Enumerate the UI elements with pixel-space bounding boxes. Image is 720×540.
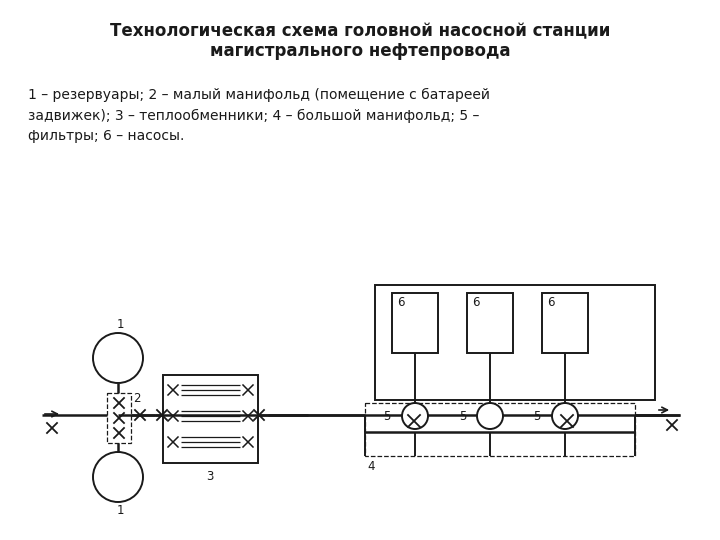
Text: 1 – резервуары; 2 – малый манифольд (помещение с батареей
задвижек); 3 – теплооб: 1 – резервуары; 2 – малый манифольд (пом… (28, 88, 490, 144)
Text: 1: 1 (116, 503, 124, 516)
Circle shape (93, 452, 143, 502)
Bar (365, 403, 635, 456)
Circle shape (402, 403, 428, 429)
Text: Технологическая схема головной насосной станции: Технологическая схема головной насосной … (110, 22, 610, 40)
Bar (107, 393, 131, 443)
Bar (542, 293, 588, 353)
Text: 1: 1 (116, 319, 124, 332)
Bar (163, 375, 258, 463)
Circle shape (552, 403, 578, 429)
Text: 6: 6 (397, 295, 405, 308)
Text: 3: 3 (207, 469, 214, 483)
Circle shape (93, 333, 143, 383)
Bar (467, 293, 513, 353)
Circle shape (477, 403, 503, 429)
Text: 6: 6 (472, 295, 480, 308)
Bar (392, 293, 438, 353)
Text: магистрального нефтепровода: магистрального нефтепровода (210, 42, 510, 60)
Text: 5: 5 (534, 409, 541, 422)
Text: 2: 2 (133, 393, 140, 406)
Text: 4: 4 (367, 460, 374, 472)
Text: 5: 5 (459, 409, 466, 422)
Bar (375, 285, 655, 400)
Text: 6: 6 (547, 295, 554, 308)
Text: 5: 5 (384, 409, 391, 422)
